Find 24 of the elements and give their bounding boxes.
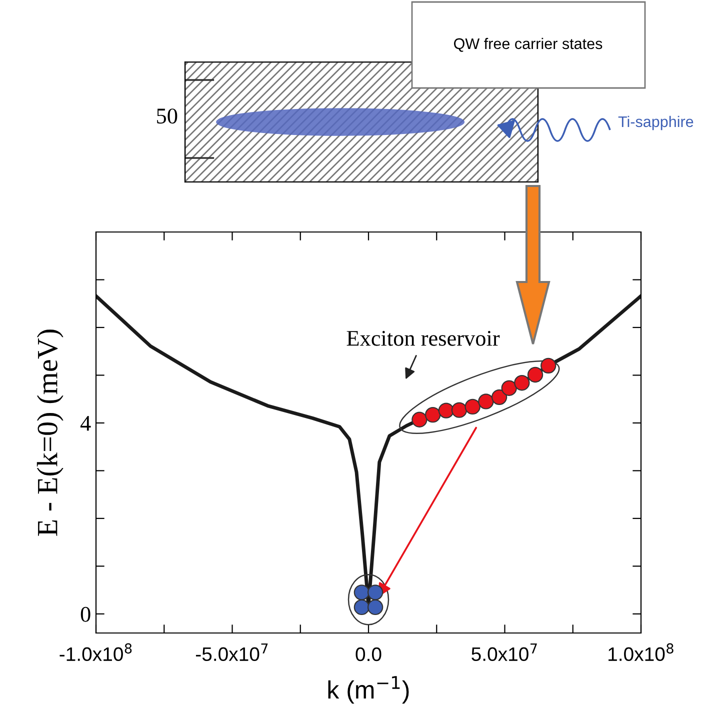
text: 50 (157, 108, 178, 124)
y-axis-title: E - E(k=0) (meV) (36, 330, 64, 536)
point (514, 375, 530, 391)
x-axis-title: k (m$^{−1}$) (328, 676, 409, 704)
x-tick-label: 0.0 (356, 647, 382, 662)
x-tick-label: -5.0x10$^{7}$ (196, 643, 268, 662)
text: QW free carrier states (454, 38, 602, 52)
x-tick-label: 5.0x10$^{7}$ (472, 643, 537, 662)
point (412, 412, 428, 428)
point (424, 407, 441, 423)
point (540, 358, 556, 374)
point (501, 380, 517, 396)
point (451, 402, 468, 418)
x-tick-label: 1.0x10$^{8}$ (608, 643, 674, 662)
point (527, 366, 544, 383)
y-tick-label: 4 (80, 416, 91, 431)
annotation: Exciton reservoir (346, 330, 500, 346)
point (464, 398, 480, 415)
point (438, 402, 454, 418)
point (478, 394, 494, 410)
text: Ti-sapphire (618, 116, 694, 130)
point (491, 389, 508, 406)
x-tick-label: -1.0x10$^{8}$ (60, 643, 132, 662)
y-tick-label: 0 (80, 606, 90, 622)
